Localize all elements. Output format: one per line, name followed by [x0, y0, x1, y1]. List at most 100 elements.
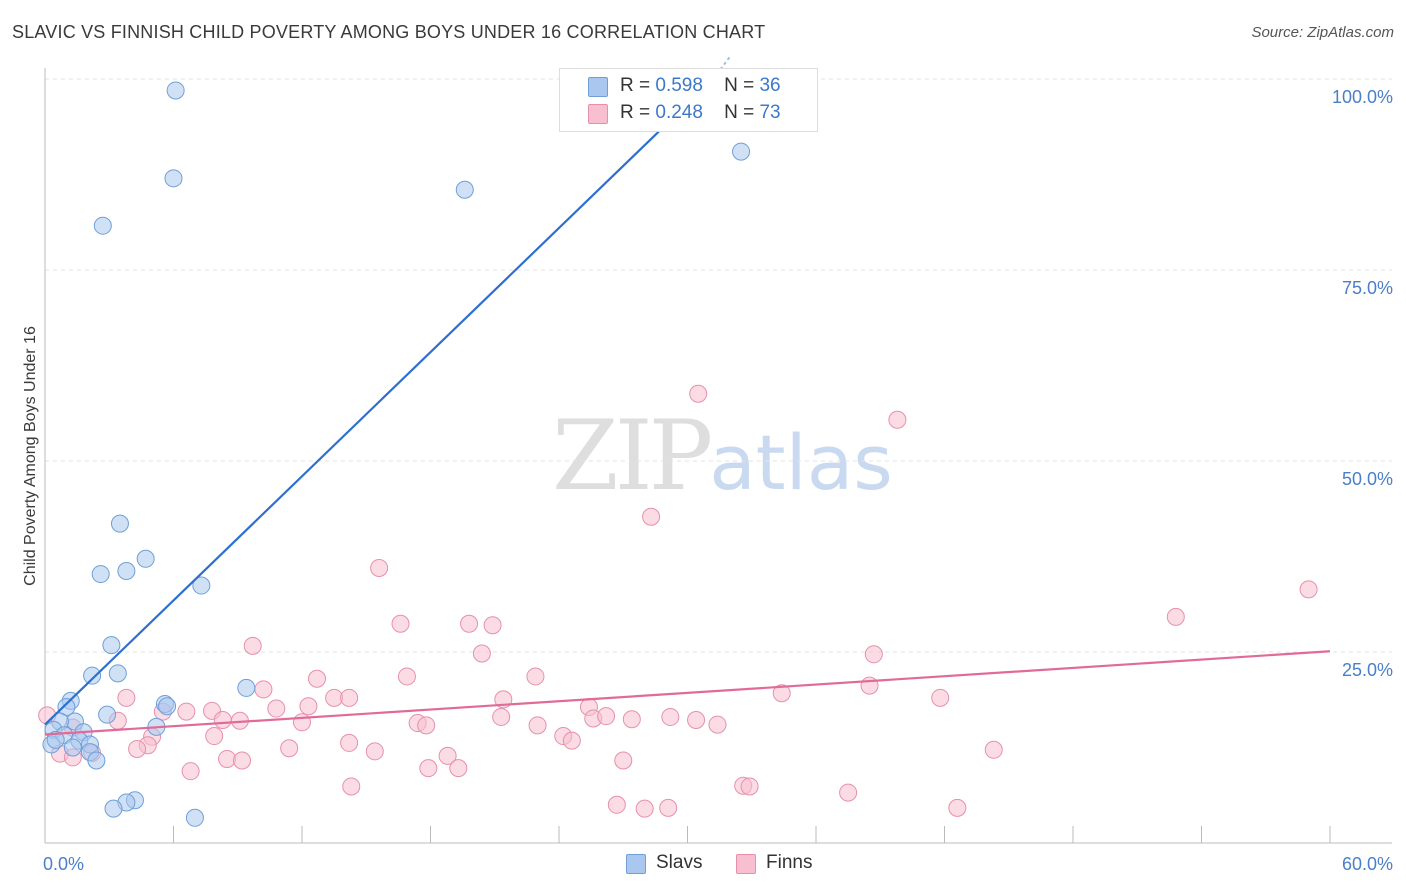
finns-point [661, 707, 680, 726]
finns-point [526, 667, 545, 686]
legend-finns-text: R = 0.248 N = 73 [620, 102, 781, 124]
legend-finns-n-label: N = [724, 102, 755, 123]
finns-trend-line [44, 650, 1331, 736]
bottom-slavs-label: Slavs [656, 852, 703, 873]
bottom-slavs-swatch [626, 854, 646, 874]
finns-point [687, 710, 706, 729]
source-credit: Source: ZipAtlas.com [1251, 24, 1394, 41]
y-tick-label: 25.0% [1342, 660, 1393, 680]
slavs-point [158, 697, 177, 716]
finns-point [708, 715, 727, 734]
watermark-zip: ZIP [552, 400, 713, 512]
finns-point [597, 707, 616, 726]
finns-point [280, 739, 299, 758]
y-tick-label: 100.0% [1332, 87, 1393, 107]
finns-point [213, 710, 232, 729]
slavs-point [63, 738, 82, 757]
finns-point [460, 614, 479, 633]
finns-point [299, 697, 318, 716]
finns-point [307, 669, 326, 688]
slavs-point [166, 81, 185, 100]
legend-slavs-r-label: R = [620, 75, 651, 96]
finns-point [397, 667, 416, 686]
slavs-points [42, 81, 751, 827]
finns-point [839, 783, 858, 802]
finns-point [205, 727, 224, 746]
y-axis-label: Child Poverty Among Boys Under 16 [22, 326, 39, 586]
zipatlas-watermark: ZIPatlas [552, 400, 893, 512]
legend-slavs-n-value: 36 [759, 75, 781, 96]
finns-point [267, 699, 286, 718]
legend-slavs-r-value: 0.598 [655, 75, 703, 96]
x-tick-label: 60.0% [1342, 854, 1393, 874]
finns-point [622, 710, 641, 729]
slavs-point [91, 565, 110, 584]
finns-point [635, 799, 654, 818]
slavs-point [46, 730, 65, 749]
finns-point [449, 759, 468, 778]
finns-point [340, 688, 359, 707]
finns-point [492, 707, 511, 726]
slavs-trend-line [44, 78, 714, 726]
gridlines [45, 78, 1392, 653]
finns-point [528, 716, 547, 735]
trend-lines [44, 54, 1331, 736]
finns-point [1299, 580, 1318, 599]
finns-point [370, 558, 389, 577]
correlation-legend: R = 0.598 N = 36 R = 0.248 N = 73 [559, 68, 818, 132]
finns-point [177, 702, 196, 721]
legend-slavs-text: R = 0.598 N = 36 [620, 75, 781, 97]
finns-point [931, 688, 950, 707]
slavs-point [98, 705, 117, 724]
slavs-point [732, 142, 751, 161]
bottom-finns-swatch [736, 854, 756, 874]
slavs-trend-extension [712, 54, 733, 80]
finns-point [419, 759, 438, 778]
slavs-point [185, 808, 204, 827]
finns-point [438, 746, 457, 765]
legend-finns-r-value: 0.248 [655, 102, 703, 123]
finns-point [642, 507, 661, 526]
slavs-point [93, 216, 112, 235]
y-tick-label: 75.0% [1342, 278, 1393, 298]
finns-point [562, 731, 581, 750]
finns-point [614, 751, 633, 770]
tick-labels: 25.0% 50.0% 75.0% 100.0% 0.0% 60.0% [43, 87, 1393, 874]
finns-point [888, 410, 907, 429]
legend-slavs-n-label: N = [724, 75, 755, 96]
bottom-finns-label: Finns [766, 852, 813, 873]
slavs-point [192, 576, 211, 595]
finns-point [233, 751, 252, 770]
x-tick-label: 0.0% [43, 854, 84, 874]
finns-point [1166, 607, 1185, 626]
finns-point [483, 616, 502, 635]
slavs-point [104, 799, 123, 818]
slavs-point [87, 751, 106, 770]
finns-point [342, 777, 361, 796]
finns-point [740, 777, 759, 796]
slavs-point [83, 666, 102, 685]
finns-points [38, 384, 1318, 818]
finns-point [984, 740, 1003, 759]
watermark-atlas: atlas [709, 418, 893, 507]
finns-point [254, 680, 273, 699]
legend-finns-r-label: R = [620, 102, 651, 123]
finns-point [391, 614, 410, 633]
finns-point [340, 733, 359, 752]
slavs-point [455, 180, 474, 199]
finns-point [948, 798, 967, 817]
slavs-point [237, 678, 256, 697]
finns-point [128, 740, 147, 759]
finns-point [659, 798, 678, 817]
chart-title: SLAVIC VS FINNISH CHILD POVERTY AMONG BO… [12, 22, 766, 42]
finns-point [325, 688, 344, 707]
finns-point [117, 688, 136, 707]
finns-point [472, 644, 491, 663]
finns-swatch [588, 104, 608, 124]
finns-point [181, 762, 200, 781]
slavs-point [110, 514, 129, 533]
finns-point [417, 716, 436, 735]
slavs-swatch [588, 77, 608, 97]
finns-point [772, 684, 791, 703]
